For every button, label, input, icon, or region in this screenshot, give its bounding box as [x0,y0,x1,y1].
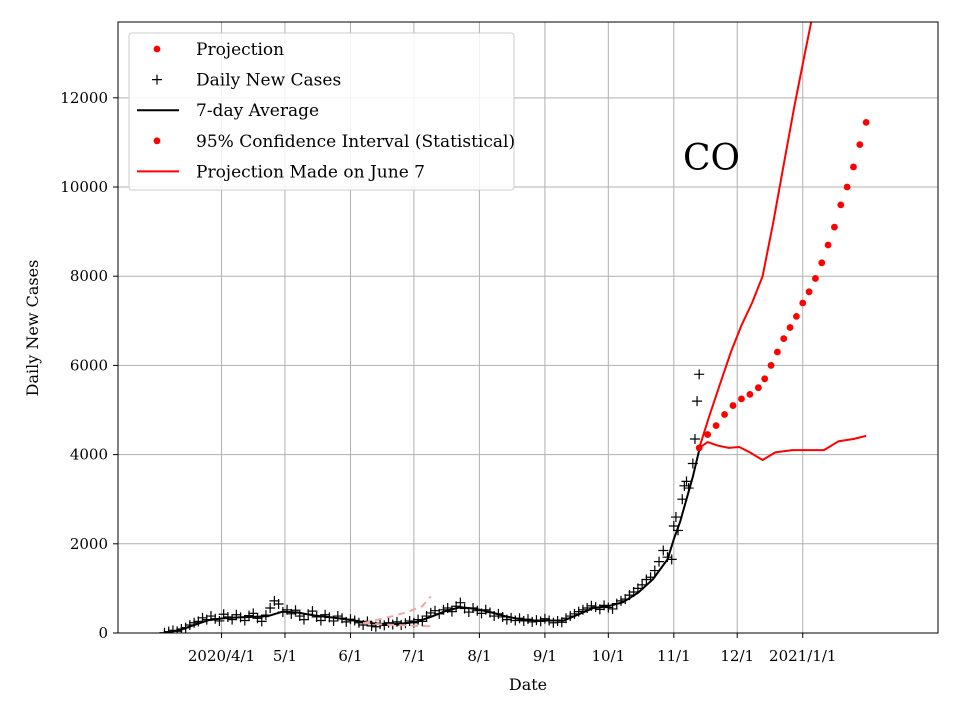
daily-new-cases-point [658,545,669,556]
y-tick-label: 2000 [70,535,108,553]
projection-point [824,241,832,249]
projection-point [712,422,720,430]
legend-label: Projection [196,40,284,60]
plot-area [159,22,870,633]
daily-new-cases-point [320,609,331,620]
projection-point [773,348,781,356]
projection-point [704,431,712,438]
daily-new-cases-point [556,617,567,628]
y-tick-label: 0 [98,624,108,642]
daily-new-cases-point [189,617,200,628]
x-tick-label: 6/1 [338,647,362,665]
y-tick-label: 6000 [70,356,108,374]
daily-new-cases-point [455,597,466,608]
y-tick-label: 10000 [60,178,108,196]
projection-point [837,201,845,209]
daily-new-cases-point [548,617,559,628]
95-confidence-interval-statistical-upper-line [698,22,813,449]
x-tick-label: 8/1 [467,647,491,665]
legend-marker-dot [153,137,161,145]
y-tick-label: 8000 [70,267,108,285]
series-layer [159,22,870,633]
daily-new-cases-point [518,615,529,626]
state-annotation: CO [683,138,740,179]
projection-made-on-june-7-lower-line [363,622,431,628]
projection-point [856,141,864,149]
x-axis-title: Date [509,675,547,694]
legend-label: 7-day Average [196,101,319,121]
y-tick-label: 12000 [60,89,108,107]
projection-point [761,375,769,383]
daily-new-cases-point [446,606,457,617]
legend-marker-plus [152,74,162,85]
legend-label: 95% Confidence Interval (Statistical) [196,132,515,152]
daily-new-cases-point [290,605,301,616]
daily-new-cases-point [654,556,665,567]
projection-point [738,395,745,403]
daily-new-cases-point [641,574,652,585]
projection-point [786,324,794,331]
projection-point [850,163,857,171]
legend-label: Projection Made on June 7 [196,162,425,182]
daily-new-cases-point [527,616,538,627]
projection-point [862,118,870,126]
legend-box [128,32,515,191]
projection-point [767,362,775,369]
projection-point [831,223,838,231]
daily-new-cases-point [282,604,293,615]
projection-point [843,183,851,191]
daily-new-cases-point [594,604,605,615]
95-confidence-interval-statistical-lower-line [698,434,867,461]
x-axis-ticks: 2020/4/1 5/1 6/1 7/1 8/1 9/1 10/1 11/1 12/1 2021/… [188,633,836,665]
x-tick-label: 10/1 [591,647,625,665]
projection-point [805,288,813,296]
x-tick-label: 7/1 [402,647,426,665]
daily-new-cases-point [298,614,309,625]
projection-point [754,384,762,392]
x-tick-label: 11/1 [657,647,691,665]
x-tick-label: 2021/1/1 [769,647,836,665]
daily-new-cases-point [539,613,550,624]
legend-label: Daily New Cases [196,71,341,91]
projection-point [746,390,754,398]
daily-new-cases-point [404,615,415,626]
daily-new-cases-point [383,617,394,628]
daily-new-cases-point [273,599,284,610]
daily-new-cases-point [692,396,703,407]
x-tick-label: 2020/4/1 [188,647,255,665]
daily-new-cases-point [679,480,690,491]
y-axis-title: Daily New Cases [23,260,42,397]
daily-new-cases-point [244,610,255,621]
legend-marker-dot [153,45,161,53]
daily-new-cases-point [689,433,700,444]
daily-new-cases-point [670,512,681,523]
daily-new-cases-point [510,615,521,626]
projection-point [818,259,826,267]
plot-frame [117,21,939,634]
x-tick-label: 5/1 [273,647,297,665]
projection-point [812,275,819,282]
daily-new-cases-point [227,614,238,625]
daily-new-cases-point [681,476,692,487]
daily-new-cases-point [332,611,343,622]
projection-point [780,335,788,343]
projection-made-on-june-7-line [362,595,432,625]
projection-point [793,312,800,320]
x-tick-label: 12/1 [720,647,754,665]
daily-new-cases-point [256,616,267,627]
x-tick-label: 9/1 [533,647,557,665]
daily-new-cases-point [265,603,276,614]
legend: Projection Daily New Cases 7-day Average 95… [128,32,515,191]
daily-new-cases-point [668,520,679,531]
projection-point [799,299,807,307]
projection-point [729,402,737,409]
7-day-average-line [164,449,701,633]
projection-point [721,411,728,418]
y-axis-ticks: 0 2000 4000 6000 8000 10000 12000 [60,89,118,642]
daily-new-cases-point [694,369,705,380]
daily-new-cases-point [214,615,225,626]
y-tick-label: 4000 [70,446,108,464]
